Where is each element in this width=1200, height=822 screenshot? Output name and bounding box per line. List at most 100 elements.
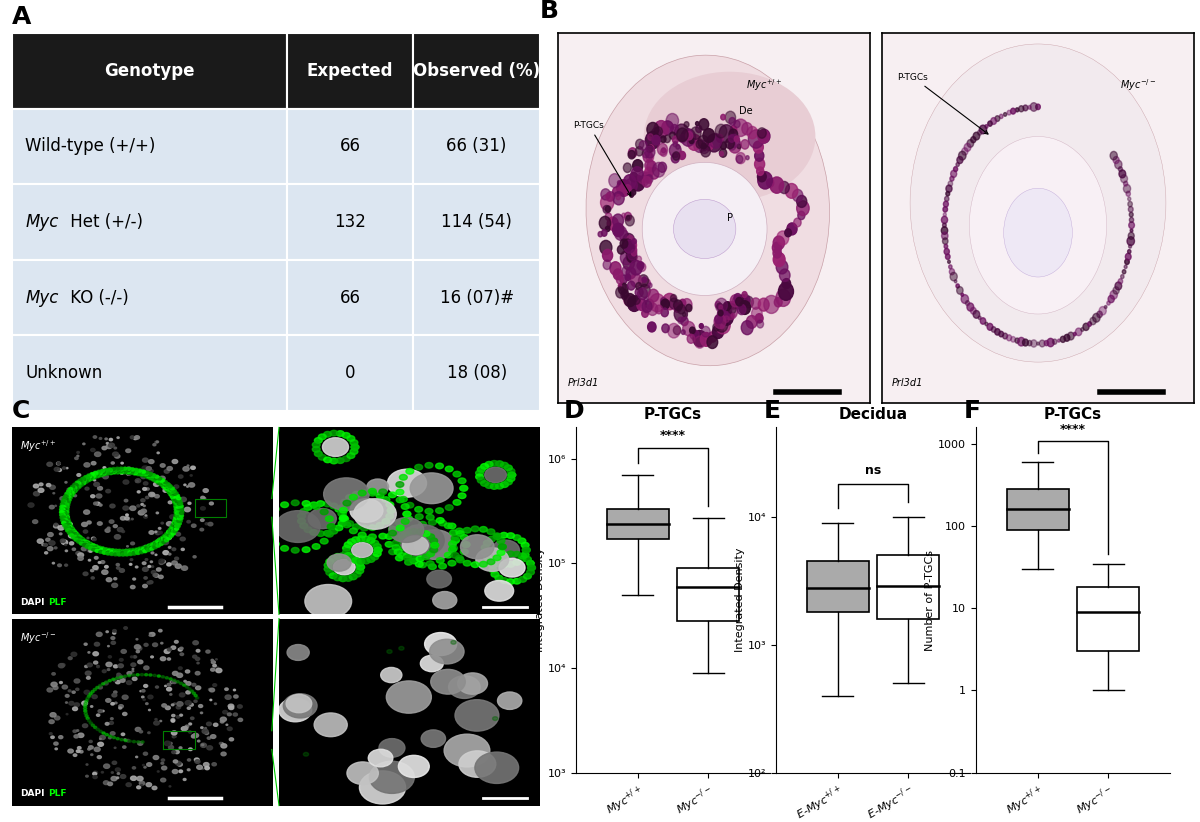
Circle shape: [60, 539, 65, 543]
Circle shape: [109, 438, 113, 441]
Circle shape: [136, 550, 139, 552]
Circle shape: [396, 525, 404, 531]
Circle shape: [106, 471, 109, 474]
Circle shape: [1048, 339, 1054, 347]
Circle shape: [433, 592, 457, 609]
Circle shape: [630, 261, 642, 275]
Circle shape: [949, 269, 954, 275]
Circle shape: [944, 248, 949, 255]
Circle shape: [106, 445, 112, 449]
Circle shape: [64, 510, 67, 514]
Circle shape: [79, 483, 83, 487]
Circle shape: [400, 496, 407, 502]
Circle shape: [371, 554, 379, 560]
Circle shape: [226, 724, 228, 725]
Circle shape: [139, 550, 143, 552]
Text: Wild-type (+/+): Wild-type (+/+): [25, 137, 156, 155]
Circle shape: [389, 518, 424, 543]
Circle shape: [458, 493, 466, 499]
Circle shape: [119, 470, 124, 473]
Circle shape: [312, 504, 320, 510]
Circle shape: [175, 557, 179, 560]
Circle shape: [143, 458, 149, 462]
Circle shape: [50, 682, 58, 686]
Circle shape: [119, 704, 124, 708]
Circle shape: [59, 736, 62, 739]
Circle shape: [671, 124, 678, 134]
Circle shape: [77, 730, 79, 732]
Circle shape: [90, 705, 92, 707]
Circle shape: [104, 470, 109, 473]
Circle shape: [121, 549, 125, 552]
Circle shape: [338, 505, 346, 510]
Circle shape: [172, 731, 176, 735]
Circle shape: [86, 474, 91, 477]
Circle shape: [214, 723, 218, 727]
Circle shape: [80, 481, 85, 484]
Circle shape: [68, 496, 72, 499]
Circle shape: [91, 543, 95, 547]
Circle shape: [797, 196, 806, 207]
Circle shape: [694, 330, 707, 347]
Circle shape: [523, 574, 532, 579]
Circle shape: [139, 473, 144, 477]
Circle shape: [139, 781, 145, 785]
Circle shape: [265, 535, 272, 541]
Circle shape: [137, 491, 140, 493]
Circle shape: [103, 548, 108, 552]
Circle shape: [73, 489, 77, 492]
Circle shape: [353, 557, 361, 563]
Circle shape: [340, 507, 348, 513]
Circle shape: [101, 772, 103, 773]
Circle shape: [144, 515, 148, 518]
Circle shape: [170, 496, 175, 499]
Circle shape: [120, 658, 124, 661]
Circle shape: [170, 529, 175, 532]
Circle shape: [108, 737, 112, 739]
Circle shape: [175, 761, 181, 765]
Circle shape: [136, 639, 138, 640]
Circle shape: [1104, 306, 1106, 308]
Circle shape: [436, 508, 444, 514]
Circle shape: [84, 702, 88, 704]
Circle shape: [646, 175, 653, 183]
Circle shape: [144, 473, 148, 476]
Circle shape: [172, 718, 175, 721]
Circle shape: [1064, 335, 1070, 341]
Circle shape: [85, 542, 89, 545]
Circle shape: [382, 496, 390, 502]
Circle shape: [216, 658, 217, 660]
Circle shape: [338, 552, 347, 558]
Circle shape: [396, 489, 404, 495]
Circle shape: [65, 515, 70, 519]
Circle shape: [143, 474, 146, 478]
Circle shape: [308, 509, 336, 529]
Circle shape: [142, 548, 146, 551]
Circle shape: [700, 324, 703, 329]
Circle shape: [162, 541, 166, 543]
Circle shape: [68, 657, 72, 659]
Circle shape: [120, 516, 126, 520]
Circle shape: [143, 567, 149, 571]
Circle shape: [114, 447, 116, 449]
Circle shape: [720, 151, 724, 156]
Circle shape: [126, 469, 131, 471]
Circle shape: [205, 766, 209, 769]
Circle shape: [1007, 335, 1012, 341]
Circle shape: [388, 508, 395, 513]
Circle shape: [1019, 106, 1024, 112]
Circle shape: [276, 510, 320, 543]
Circle shape: [78, 746, 82, 749]
Circle shape: [127, 473, 131, 475]
Circle shape: [640, 141, 647, 150]
Circle shape: [110, 550, 114, 552]
Circle shape: [73, 487, 77, 489]
Circle shape: [175, 511, 180, 515]
Circle shape: [96, 632, 102, 636]
Text: Het (+/-): Het (+/-): [65, 213, 143, 231]
Circle shape: [623, 239, 632, 252]
Circle shape: [112, 471, 116, 474]
Circle shape: [193, 733, 199, 737]
Circle shape: [401, 519, 409, 524]
Text: ****: ****: [660, 429, 686, 442]
